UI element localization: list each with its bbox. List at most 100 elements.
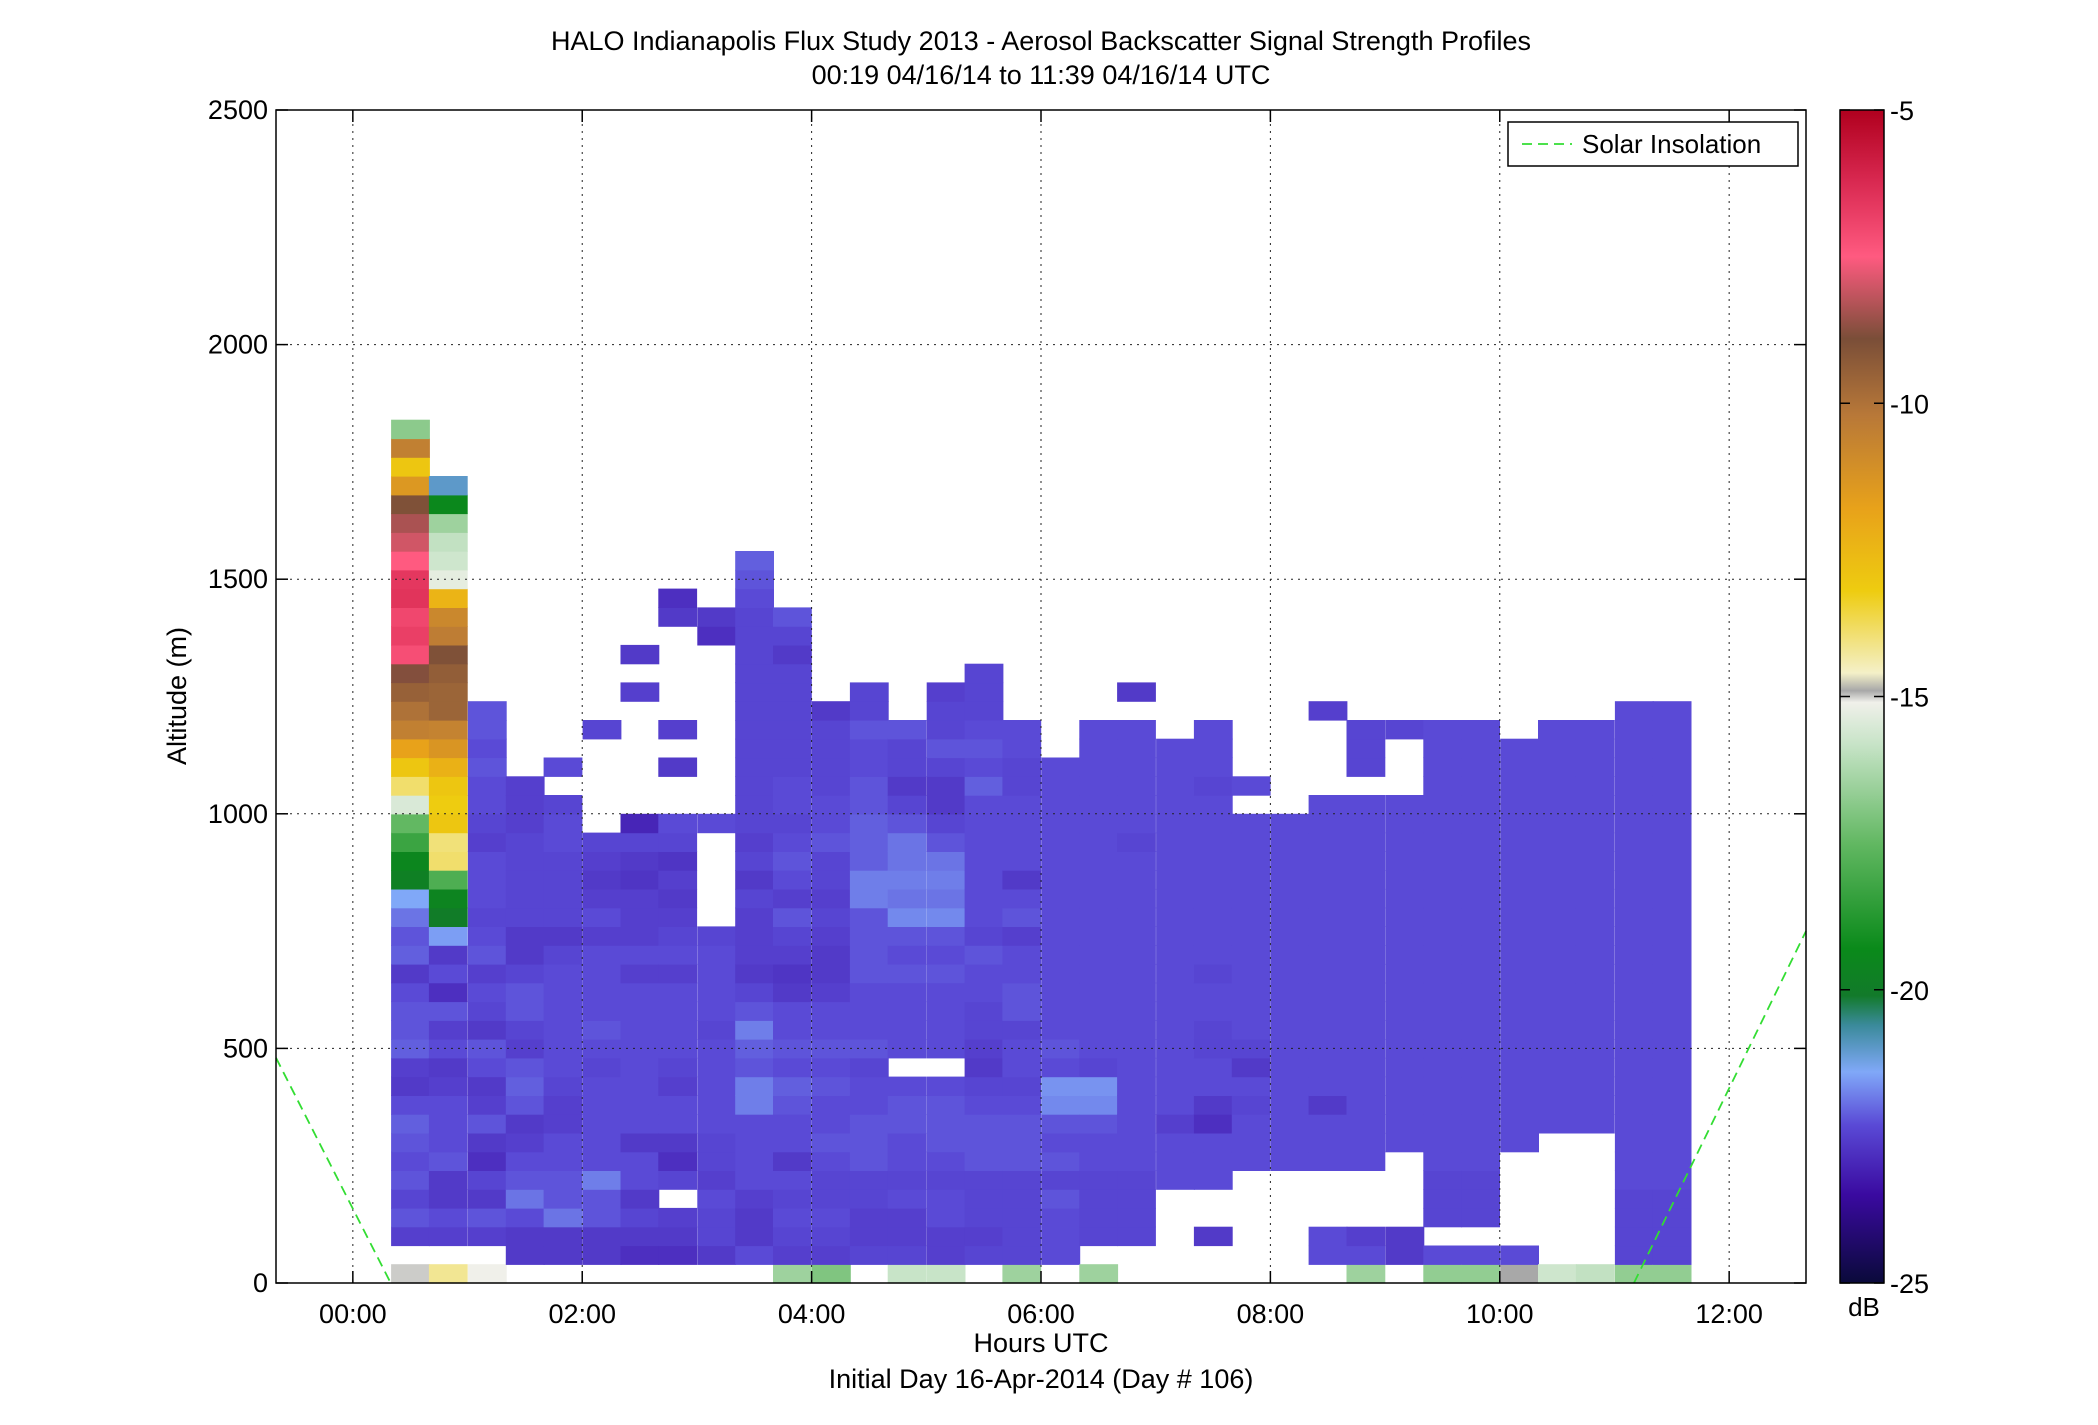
heatmap-cell <box>505 1226 545 1247</box>
heatmap-cell <box>1002 888 1042 909</box>
heatmap-cell <box>620 870 660 890</box>
heatmap-cell <box>1156 963 1195 984</box>
heatmap-cell <box>391 1151 430 1171</box>
heatmap-cell <box>1423 888 1463 909</box>
heatmap-cell <box>620 1076 660 1096</box>
heatmap-cell <box>391 1207 430 1228</box>
heatmap-cell <box>1117 982 1156 1003</box>
heatmap-cell <box>1193 907 1233 927</box>
heatmap-cell <box>849 926 889 946</box>
heatmap-cell <box>964 888 1004 909</box>
heatmap-cell <box>735 720 774 740</box>
heatmap-cell <box>467 1189 507 1209</box>
heatmap-cell <box>467 1057 507 1078</box>
heatmap-cell <box>1156 776 1195 796</box>
heatmap-cell <box>1270 813 1310 834</box>
heatmap-cell <box>543 1076 583 1096</box>
heatmap-cell <box>1002 757 1042 777</box>
heatmap-cell <box>428 644 468 665</box>
heatmap-cell <box>428 945 468 965</box>
heatmap-cell <box>391 438 430 458</box>
x-tick-label: 10:00 <box>1466 1299 1534 1329</box>
heatmap-cell <box>658 1057 698 1078</box>
heatmap-cell <box>1156 1095 1195 1115</box>
heatmap-cell <box>620 851 660 871</box>
heatmap-cell <box>1117 1039 1156 1059</box>
solar-insolation-lines <box>275 930 1807 1284</box>
heatmap-cell <box>1193 1001 1233 1021</box>
heatmap-cell <box>735 1226 774 1247</box>
heatmap-cell <box>1117 757 1156 777</box>
heatmap-cell <box>1575 1039 1615 1059</box>
heatmap-cell <box>1500 945 1539 965</box>
heatmap-cell <box>773 626 812 646</box>
heatmap-cell <box>1002 1132 1042 1153</box>
heatmap-cell <box>1231 813 1271 834</box>
heatmap-cell <box>735 1095 774 1115</box>
heatmap-cell <box>697 982 737 1003</box>
heatmap-cell <box>1156 1132 1195 1153</box>
heatmap-cell <box>428 1095 468 1115</box>
heatmap-cell <box>1117 963 1156 984</box>
heatmap-cell <box>505 1170 545 1190</box>
heatmap-cell <box>1575 945 1615 965</box>
heatmap-cell <box>1002 1020 1042 1040</box>
heatmap-cell <box>1652 1039 1692 1059</box>
heatmap-cell <box>1079 776 1119 796</box>
heatmap-cell <box>582 945 622 965</box>
heatmap-cell <box>391 1114 430 1134</box>
heatmap-cell <box>926 982 966 1003</box>
heatmap-cell <box>1423 1001 1463 1021</box>
heatmap-cell <box>1041 851 1081 871</box>
heatmap-cell <box>1002 1057 1042 1078</box>
heatmap-cell <box>1423 1114 1463 1134</box>
heatmap-cell <box>1500 1039 1539 1059</box>
heatmap-cell <box>1308 1057 1348 1078</box>
heatmap-cell <box>926 945 966 965</box>
heatmap-cell <box>1423 1151 1463 1171</box>
heatmap-cell <box>964 738 1004 759</box>
heatmap-cell <box>1231 1057 1271 1078</box>
heatmap-cell <box>735 644 774 665</box>
heatmap-cell <box>697 1170 737 1190</box>
heatmap-cell <box>582 1020 622 1040</box>
heatmap-cell <box>582 888 622 909</box>
y-tick-label: 500 <box>223 1033 268 1063</box>
heatmap-cell <box>1193 982 1233 1003</box>
heatmap-cell <box>1500 851 1539 871</box>
heatmap-cell <box>582 907 622 927</box>
heatmap-cell <box>964 701 1004 721</box>
heatmap-cell <box>1156 1001 1195 1021</box>
heatmap-cell <box>428 701 468 721</box>
heatmap-cell <box>849 776 889 796</box>
heatmap-cell <box>1270 945 1310 965</box>
heatmap-cell <box>1231 870 1271 890</box>
heatmap-cell <box>1423 851 1463 871</box>
heatmap-cell <box>1156 813 1195 834</box>
heatmap-cell <box>1002 926 1042 946</box>
heatmap-cell <box>1041 1020 1081 1040</box>
heatmap-cell <box>1193 1020 1233 1040</box>
heatmap-cell <box>428 569 468 590</box>
heatmap-cell <box>1575 1057 1615 1078</box>
heatmap-cell <box>735 813 774 834</box>
heatmap-cell <box>620 926 660 946</box>
heatmap-cell <box>1002 738 1042 759</box>
heatmap-cell <box>1614 1132 1654 1153</box>
heatmap-cell <box>467 851 507 871</box>
heatmap-cell <box>428 626 468 646</box>
heatmap-cell <box>849 907 889 927</box>
heatmap-cell <box>1156 832 1195 852</box>
heatmap-cell <box>1270 982 1310 1003</box>
heatmap-cell <box>467 720 507 740</box>
heatmap-cell <box>849 757 889 777</box>
heatmap-cell <box>1231 1132 1271 1153</box>
heatmap-cell <box>773 738 812 759</box>
heatmap-cell <box>1538 813 1577 834</box>
heatmap-cell <box>1346 888 1386 909</box>
heatmap-cell <box>1575 832 1615 852</box>
heatmap-cell <box>1002 1264 1042 1284</box>
heatmap-cell <box>505 1207 545 1228</box>
heatmap-cell <box>1614 963 1654 984</box>
heatmap-cell <box>1156 1151 1195 1171</box>
